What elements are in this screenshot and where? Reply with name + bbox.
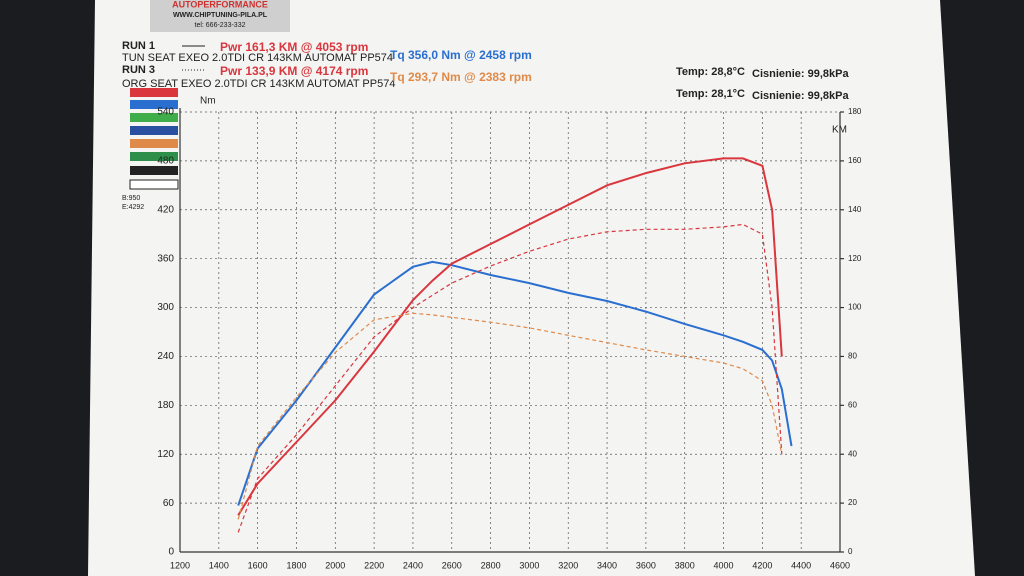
x-tick-label: 3000: [519, 560, 539, 570]
side-panel: B:950 E:4292: [122, 88, 179, 211]
x-tick-label: 4000: [714, 560, 734, 570]
y-tick-label: 60: [163, 498, 175, 509]
x-tick-label: 2400: [403, 560, 423, 570]
x-tick-label: 2000: [325, 560, 345, 570]
swatch: [130, 113, 178, 122]
swatch: [130, 126, 178, 135]
y2-tick-label: 100: [848, 303, 862, 312]
y2-tick-label: 40: [848, 449, 857, 458]
y-tick-label: 420: [157, 204, 174, 215]
y-tick-label: 180: [157, 400, 174, 411]
run-description: TUN SEAT EXEO 2.0TDI CR 143KM AUTOMAT PP…: [122, 52, 393, 64]
y2-tick-label: 80: [848, 352, 857, 361]
x-tick-label: 2800: [481, 560, 501, 570]
run-torque: Tq 356,0 Nm @ 2458 rpm: [390, 48, 532, 62]
side-label: B:950: [122, 195, 140, 202]
temperature: Temp: 28,1°C: [676, 88, 745, 100]
website: WWW.CHIPTUNING-PILA.PL: [173, 12, 268, 19]
x-tick-label: 1600: [248, 560, 268, 570]
x-tick-label: 2200: [364, 560, 384, 570]
y-tick-label: 360: [157, 253, 174, 264]
power-torque-line: [237, 223, 783, 533]
swatch: [129, 179, 179, 190]
y-tick-label: 480: [157, 156, 174, 167]
temperature: Temp: 28,8°C: [676, 66, 745, 78]
x-tick-label: 3400: [597, 560, 617, 570]
y-tick-label: 120: [157, 449, 174, 460]
x-tick-label: 1200: [170, 560, 190, 570]
y2-tick-label: 180: [848, 107, 862, 116]
y2-tick-label: 20: [848, 498, 857, 507]
x-tick-label: 4400: [791, 560, 811, 570]
y-tick-label: 540: [157, 107, 174, 118]
x-tick-label: 2600: [442, 560, 462, 570]
y-tick-label: 240: [157, 351, 174, 362]
y-axis-label: Nm: [200, 96, 216, 107]
paper: [88, 0, 975, 576]
run-description: ORG SEAT EXEO 2.0TDI CR 143KM AUTOMAT PP…: [122, 78, 395, 90]
side-label: E:4292: [122, 204, 144, 211]
y-tick-label: 0: [168, 547, 174, 558]
y-tick-label: 300: [157, 302, 174, 313]
swatch: [130, 152, 178, 161]
y2-tick-label: 0: [848, 547, 853, 556]
swatch: [130, 100, 178, 109]
x-tick-label: 1800: [286, 560, 306, 570]
x-tick-label: 3200: [558, 560, 578, 570]
x-tick-label: 3600: [636, 560, 656, 570]
run-power: Pwr 133,9 KM @ 4174 rpm: [220, 64, 368, 78]
run-label: RUN 3: [122, 64, 155, 76]
run-power: Pwr 161,3 KM @ 4053 rpm: [220, 40, 368, 54]
header-box: [150, 0, 290, 32]
x-tick-label: 3800: [675, 560, 695, 570]
swatch: [130, 88, 178, 97]
y2-tick-label: 160: [848, 156, 862, 165]
y2-tick-label: 140: [848, 205, 862, 214]
power-torque-line: [237, 260, 793, 506]
power-torque-line: [237, 157, 783, 516]
power-torque-line: [237, 312, 783, 520]
x-tick-label: 4600: [830, 560, 850, 570]
pressure: Cisnienie: 99,8kPa: [752, 68, 849, 80]
y2-tick-label: 60: [848, 400, 857, 409]
x-tick-label: 4200: [752, 560, 772, 570]
y2-tick-label: 120: [848, 254, 862, 263]
phone: tel: 666-233-332: [195, 22, 246, 29]
swatch: [130, 166, 178, 175]
run-label: RUN 1: [122, 40, 155, 52]
run-torque: Tq 293,7 Nm @ 2383 rpm: [390, 70, 532, 84]
company: AUTOPERFORMANCE: [172, 0, 268, 9]
x-tick-label: 1400: [209, 560, 229, 570]
pressure: Cisnienie: 99,8kPa: [752, 90, 849, 102]
swatch: [130, 139, 178, 148]
